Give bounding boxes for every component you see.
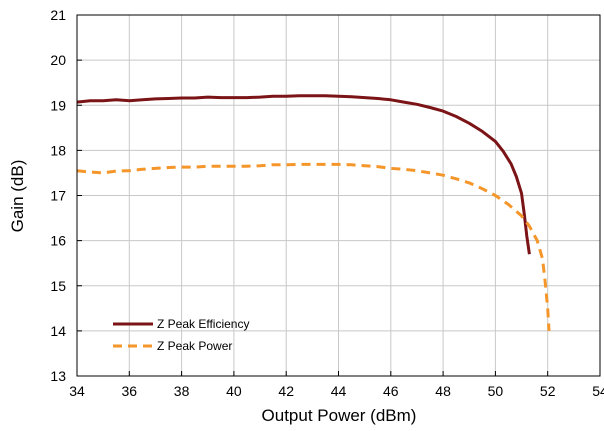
- y-axis-ticks: 13 14 15 16 17 18 19 20 21: [50, 7, 82, 384]
- y-tick-label: 13: [50, 368, 66, 384]
- legend-label-2: Z Peak Power: [157, 339, 232, 353]
- x-tick-label: 48: [435, 383, 451, 399]
- y-tick-label: 17: [50, 188, 66, 204]
- y-tick-label: 18: [50, 142, 66, 158]
- x-tick-label: 42: [278, 383, 294, 399]
- x-tick-label: 54: [592, 383, 604, 399]
- x-tick-label: 38: [174, 383, 190, 399]
- y-axis-title: Gain (dB): [8, 160, 27, 233]
- x-tick-label: 50: [488, 383, 504, 399]
- series-layer: [76, 94, 551, 331]
- legend-label-1: Z Peak Efficiency: [157, 317, 249, 331]
- x-tick-label: 36: [122, 383, 138, 399]
- x-tick-label: 52: [540, 383, 556, 399]
- y-tick-label: 20: [50, 52, 66, 68]
- x-tick-label: 34: [69, 383, 85, 399]
- y-tick-label: 21: [50, 7, 66, 23]
- y-tick-label: 14: [50, 323, 66, 339]
- series-line-1: [76, 94, 531, 255]
- x-axis-ticks: 34 36 38 40 42 44 46 48 50 52 54: [69, 371, 604, 399]
- x-tick-label: 44: [331, 383, 347, 399]
- y-tick-label: 19: [50, 97, 66, 113]
- x-axis-title: Output Power (dBm): [262, 406, 417, 425]
- y-tick-label: 16: [50, 233, 66, 249]
- legend: Z Peak Efficiency Z Peak Power: [113, 317, 249, 353]
- x-tick-label: 46: [383, 383, 399, 399]
- y-tick-label: 15: [50, 278, 66, 294]
- x-tick-label: 40: [226, 383, 242, 399]
- series-line-2: [76, 162, 551, 331]
